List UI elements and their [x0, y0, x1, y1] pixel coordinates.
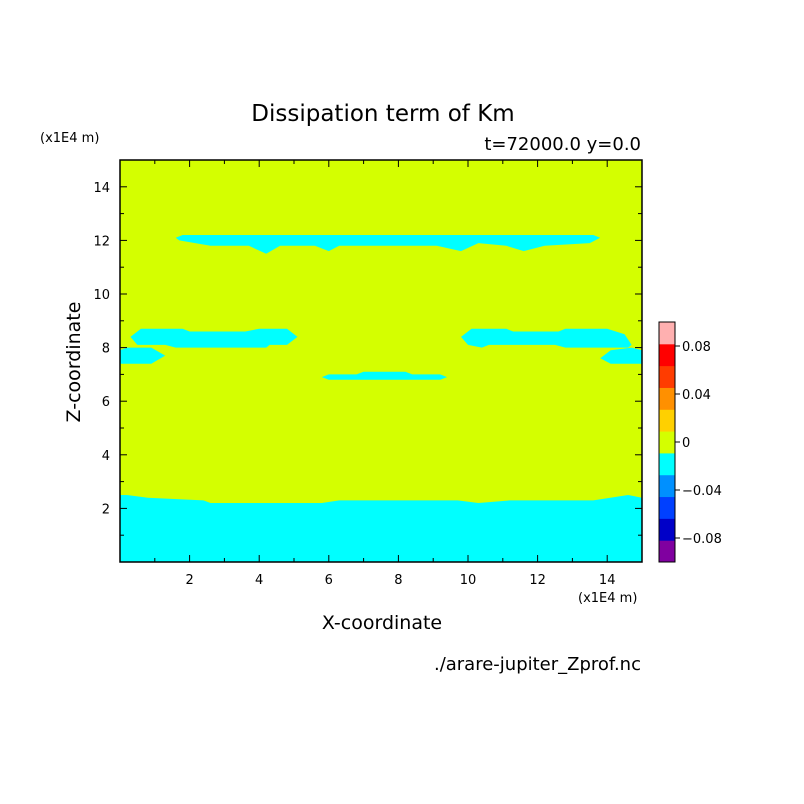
colorbar: 0.08 0.04 0 −0.04 −0.08 [658, 321, 722, 563]
colorbar-label: 0.04 [682, 388, 711, 403]
plot-frame [119, 159, 643, 563]
colorbar-swatch [659, 474, 675, 498]
colorbar-swatch [659, 343, 675, 367]
colorbar-label: 0.08 [682, 340, 711, 355]
contour-region-2 [175, 235, 601, 254]
y-tick-label: 6 [102, 395, 110, 410]
x-unit-label: (x1E4 m) [578, 591, 637, 606]
plot-area: 2 4 6 8 10 12 14 2 4 6 8 10 12 14 [93, 159, 643, 588]
y-axis-label: Z-coordinate [63, 302, 85, 423]
background-fill [120, 160, 642, 562]
colorbar-swatch [659, 409, 675, 432]
contour-region-1 [120, 495, 642, 562]
y-tick-label: 2 [102, 502, 110, 517]
x-axis-label: X-coordinate [322, 612, 442, 634]
contour-region-6 [600, 347, 642, 364]
colorbar-swatch [659, 365, 675, 388]
contour-region-4 [120, 347, 166, 364]
y-unit-label: (x1E4 m) [40, 131, 99, 146]
source-file-label: ./arare-jupiter_Zprof.nc [434, 654, 641, 675]
x-tick-label: 14 [599, 573, 616, 588]
x-tick-label: 4 [255, 573, 263, 588]
colorbar-swatch [659, 496, 675, 519]
colorbar-swatch [659, 518, 675, 541]
colorbar-label: −0.04 [682, 484, 722, 499]
contour-region-5 [461, 328, 632, 348]
chart-title: Dissipation term of Km [251, 101, 514, 127]
colorbar-swatch [659, 431, 675, 454]
y-tick-label: 10 [93, 288, 110, 303]
x-tick-label: 2 [185, 573, 193, 588]
y-tick-label: 4 [102, 449, 110, 464]
x-tick-label: 12 [529, 573, 546, 588]
y-tick-label: 14 [93, 181, 110, 196]
colorbar-swatch [659, 540, 675, 563]
colorbar-label: −0.08 [682, 532, 722, 547]
colorbar-swatch [659, 452, 675, 476]
x-tick-label: 10 [460, 573, 477, 588]
contour-region-3 [130, 328, 298, 348]
chart-subtitle: t=72000.0 y=0.0 [484, 134, 641, 155]
colorbar-swatch [659, 322, 675, 345]
contour-region-7 [321, 371, 448, 380]
colorbar-swatch [659, 387, 675, 410]
colorbar-label: 0 [682, 436, 690, 451]
x-tick-label: 8 [394, 573, 402, 588]
x-tick-label: 6 [325, 573, 333, 588]
y-tick-label: 12 [93, 234, 110, 249]
y-tick-label: 8 [102, 342, 110, 357]
